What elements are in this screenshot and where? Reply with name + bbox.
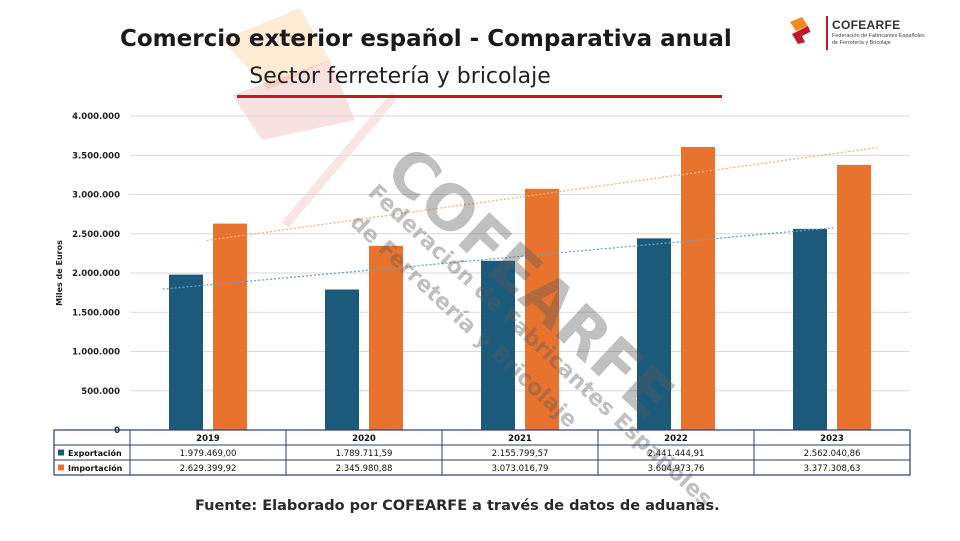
bar-importacin-2019 <box>213 223 247 430</box>
data-label: 2.345.980,88 <box>336 464 393 474</box>
source-note: Fuente: Elaborado por COFEARFE a través … <box>195 498 720 514</box>
data-label: 3.377.308,63 <box>804 464 861 474</box>
data-label: 2.155.799,57 <box>492 449 549 459</box>
logo-description-line2: de Ferretería y Bricolaje <box>832 40 891 46</box>
logo-name: COFEARFE <box>832 18 901 32</box>
logo-divider <box>826 16 828 50</box>
data-label: 3.073.016,79 <box>492 464 549 474</box>
logo-description-line1: Federación de Fabricantes Españoles <box>832 33 925 39</box>
x-tick-label: 2020 <box>352 434 376 444</box>
bar-exportacin-2021 <box>481 260 515 430</box>
bar-exportacin-2022 <box>637 238 671 430</box>
cofearfe-logo-icon <box>790 17 818 44</box>
x-tick-label: 2019 <box>196 434 220 444</box>
data-label: 2.441.444,91 <box>648 449 705 459</box>
title-underline <box>237 95 722 98</box>
y-axis-label: Miles de Euros <box>55 240 64 306</box>
y-tick-label: 0 <box>114 426 120 436</box>
data-label: 2.562.040,86 <box>804 449 861 459</box>
trendline-exportacin <box>162 227 834 290</box>
bar-exportacin-2019 <box>169 274 203 430</box>
y-tick-label: 3.500.000 <box>72 151 120 161</box>
bar-importacin-2020 <box>369 245 403 430</box>
y-tick-label: 3.000.000 <box>72 191 120 201</box>
y-tick-label: 1.000.000 <box>72 348 120 358</box>
y-tick-label: 2.500.000 <box>72 230 120 240</box>
bar-exportacin-2020 <box>325 289 359 430</box>
data-label: 1.789.711,59 <box>336 449 393 459</box>
x-tick-label: 2021 <box>508 434 532 444</box>
y-tick-label: 500.000 <box>81 387 120 397</box>
chart-subtitle: Sector ferretería y bricolaje <box>249 64 551 89</box>
bar-importacin-2021 <box>525 188 559 430</box>
data-label: 1.979.469,00 <box>180 449 237 459</box>
logo-description: Federación de Fabricantes Españoles de F… <box>832 33 952 47</box>
trendline-importacin <box>206 146 878 242</box>
x-tick-label: 2023 <box>820 434 844 444</box>
legend-label: Exportación <box>68 448 122 458</box>
data-label: 3.604.973,76 <box>648 464 705 474</box>
bar-exportacin-2023 <box>793 228 827 430</box>
bar-importacin-2023 <box>837 164 871 430</box>
legend-swatch-importacin <box>58 464 64 471</box>
legend-swatch-exportacin <box>58 449 64 456</box>
y-tick-label: 2.000.000 <box>72 269 120 279</box>
chart-title: Comercio exterior español - Comparativa … <box>120 26 732 52</box>
logo-text: COFEARFE Federación de Fabricantes Españ… <box>832 18 952 47</box>
data-label: 2.629.399,92 <box>180 464 237 474</box>
legend-label: Importación <box>68 463 123 473</box>
data-table <box>53 429 911 476</box>
x-tick-label: 2022 <box>664 434 688 444</box>
y-tick-label: 1.500.000 <box>72 308 120 318</box>
bar-importacin-2022 <box>681 147 715 430</box>
y-tick-label: 4.000.000 <box>72 112 120 122</box>
